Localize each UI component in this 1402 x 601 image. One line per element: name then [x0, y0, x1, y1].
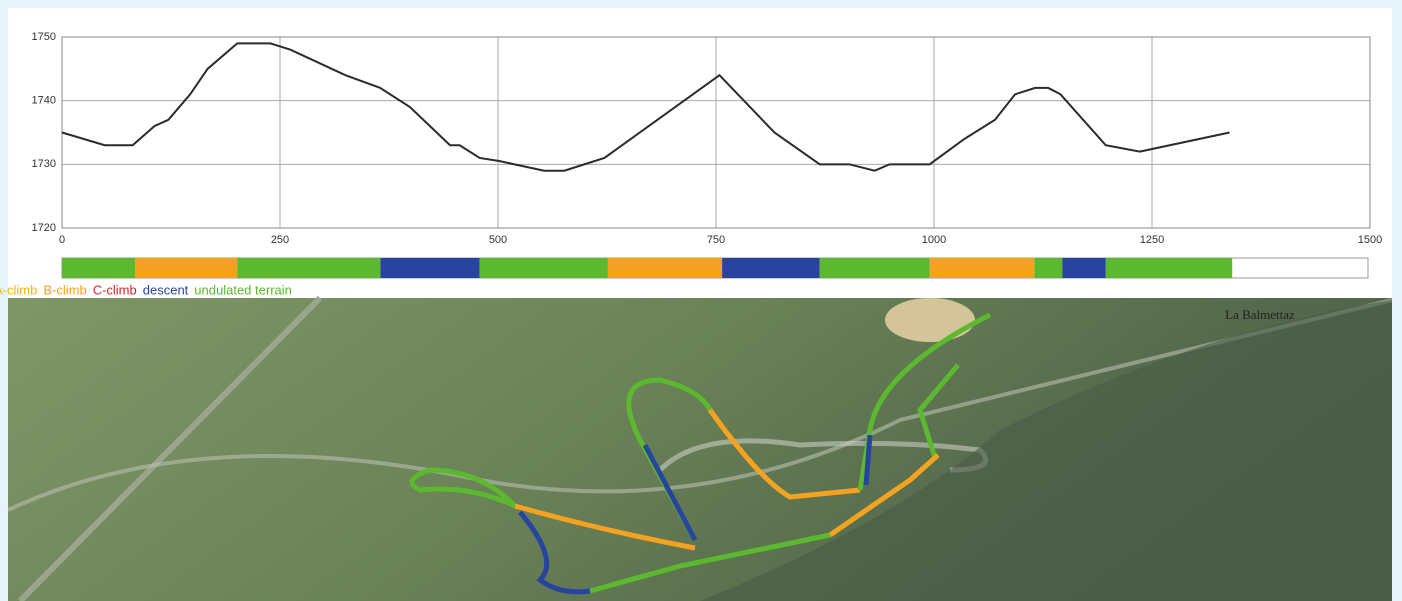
- route-orange: [514, 503, 696, 551]
- legend-label: A-climb: [0, 282, 37, 297]
- legend-label: C-climb: [93, 282, 137, 297]
- chart-panel: [8, 8, 1392, 298]
- chart: 1720 1730 1740 1750 0 250 500 750 1000 1250 1500 A-…: [0, 31, 1382, 298]
- x-tick-label: 1500: [1358, 234, 1382, 246]
- route-blue: [863, 434, 873, 486]
- route-blue: [518, 510, 591, 595]
- route-green: [626, 377, 713, 542]
- route-green: [857, 312, 992, 491]
- route-blue: [642, 443, 698, 542]
- field: [885, 298, 975, 342]
- x-tick-label: 0: [59, 234, 65, 246]
- lake: [700, 300, 1392, 601]
- y-tick-label: 1740: [32, 95, 56, 107]
- legend-label: B-climb: [43, 282, 86, 297]
- terrain-segment: [722, 258, 820, 278]
- terrain-segment: [819, 258, 930, 278]
- terrain-segment: [135, 258, 238, 278]
- legend-label: descent: [143, 282, 189, 297]
- y-tick-label: 1730: [32, 158, 56, 170]
- terrain-segment: [380, 258, 480, 278]
- terrain-segment: [607, 258, 723, 278]
- x-tick-label: 500: [489, 234, 507, 246]
- terrain-segment: [929, 258, 1035, 278]
- terrain-segment: [479, 258, 608, 278]
- terrain-segment: [62, 258, 136, 278]
- map: La Balmettaz: [7, 295, 1393, 601]
- terrain-segment: [237, 258, 381, 278]
- x-tick-label: 250: [271, 234, 289, 246]
- legend-label: undulated terrain: [194, 282, 292, 297]
- route-orange: [828, 453, 940, 538]
- x-tick-label: 1000: [922, 234, 946, 246]
- terrain-segment: [1062, 258, 1106, 278]
- y-tick-label: 1750: [32, 31, 56, 43]
- x-tick-label: 1250: [1140, 234, 1164, 246]
- terrain-segment: [1034, 258, 1063, 278]
- road: [17, 295, 323, 601]
- y-tick-label: 1720: [32, 222, 56, 234]
- elevation-line: [61, 42, 1230, 172]
- x-tick-label: 750: [707, 234, 725, 246]
- place-label: La Balmettaz: [1225, 307, 1295, 322]
- route-green: [409, 467, 517, 509]
- terrain-segment: [1105, 258, 1233, 278]
- route-orange: [707, 408, 861, 500]
